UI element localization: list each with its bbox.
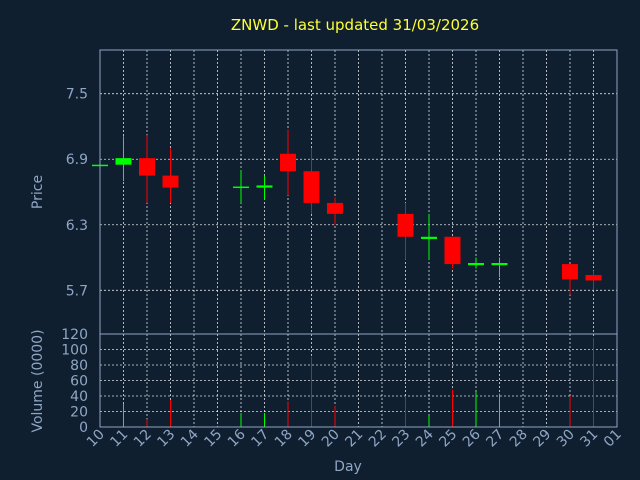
x-tick-label: 18 bbox=[272, 427, 296, 451]
candle-body bbox=[468, 263, 484, 266]
volume-tick-label: 20 bbox=[70, 405, 88, 421]
x-tick-label: 12 bbox=[131, 427, 155, 451]
x-tick-label: 20 bbox=[319, 427, 343, 451]
volume-axis-label: Volume (0000) bbox=[30, 329, 46, 432]
x-tick-label: 27 bbox=[483, 427, 507, 451]
x-tick-label: 22 bbox=[366, 427, 390, 451]
x-tick-label: 25 bbox=[436, 427, 460, 451]
price-tick-label: 5.7 bbox=[66, 283, 88, 299]
x-tick-label: 26 bbox=[460, 426, 484, 450]
candle-body bbox=[280, 153, 296, 172]
price-tick-label: 6.3 bbox=[66, 218, 88, 234]
x-tick-label: 30 bbox=[554, 427, 578, 451]
x-tick-label: 16 bbox=[225, 426, 249, 450]
x-tick-label: 11 bbox=[107, 427, 131, 451]
x-tick-label: 01 bbox=[601, 427, 625, 451]
price-panel: 5.7 6.3 6.9 7.5 bbox=[66, 49, 618, 335]
price-tick-label: 7.5 bbox=[66, 87, 88, 103]
candle-body bbox=[491, 263, 508, 266]
candle-body bbox=[162, 175, 179, 188]
candle-body bbox=[327, 202, 343, 214]
candle-body bbox=[233, 186, 249, 189]
x-tick-label: 15 bbox=[201, 427, 225, 451]
volume-tick-label: 0 bbox=[79, 420, 88, 436]
volume-tick-label: 120 bbox=[61, 327, 88, 343]
x-axis-label: Day bbox=[334, 459, 362, 475]
volume-tick-label: 80 bbox=[70, 358, 88, 374]
x-tick-label: 14 bbox=[178, 426, 202, 450]
candle-body bbox=[444, 236, 461, 265]
candle-body bbox=[115, 158, 132, 165]
volume-panel-frame bbox=[99, 333, 618, 428]
x-tick-label: 31 bbox=[577, 427, 601, 451]
price-tick-label: 6.9 bbox=[66, 152, 88, 168]
x-tick-label: 21 bbox=[342, 427, 366, 451]
volume-tick-label: 60 bbox=[70, 374, 88, 390]
x-tick-label: 23 bbox=[389, 427, 413, 451]
candle-body bbox=[303, 171, 320, 203]
x-tick-label: 29 bbox=[530, 427, 554, 451]
candle-body bbox=[585, 275, 602, 281]
x-tick-label: 28 bbox=[507, 427, 531, 451]
x-tick-label: 19 bbox=[295, 427, 319, 451]
x-tick-label: 13 bbox=[154, 427, 178, 451]
volume-tick-label: 100 bbox=[61, 343, 88, 359]
candle-body bbox=[139, 158, 155, 176]
x-axis-ticks: 10 11 12 13 14 15 16 17 18 19 20 21 22 23 24 25 26 27 28 29… bbox=[84, 426, 625, 450]
candle-body bbox=[562, 264, 578, 280]
volume-tick-label: 40 bbox=[70, 389, 88, 405]
candle-body bbox=[421, 236, 437, 239]
chart-title: ZNWD - last updated 31/03/2026 bbox=[231, 16, 479, 34]
x-tick-label: 24 bbox=[413, 426, 437, 450]
x-tick-label: 17 bbox=[248, 427, 272, 451]
candle-body bbox=[397, 213, 414, 237]
price-axis-label: Price bbox=[30, 175, 46, 209]
candle-body bbox=[256, 185, 273, 188]
